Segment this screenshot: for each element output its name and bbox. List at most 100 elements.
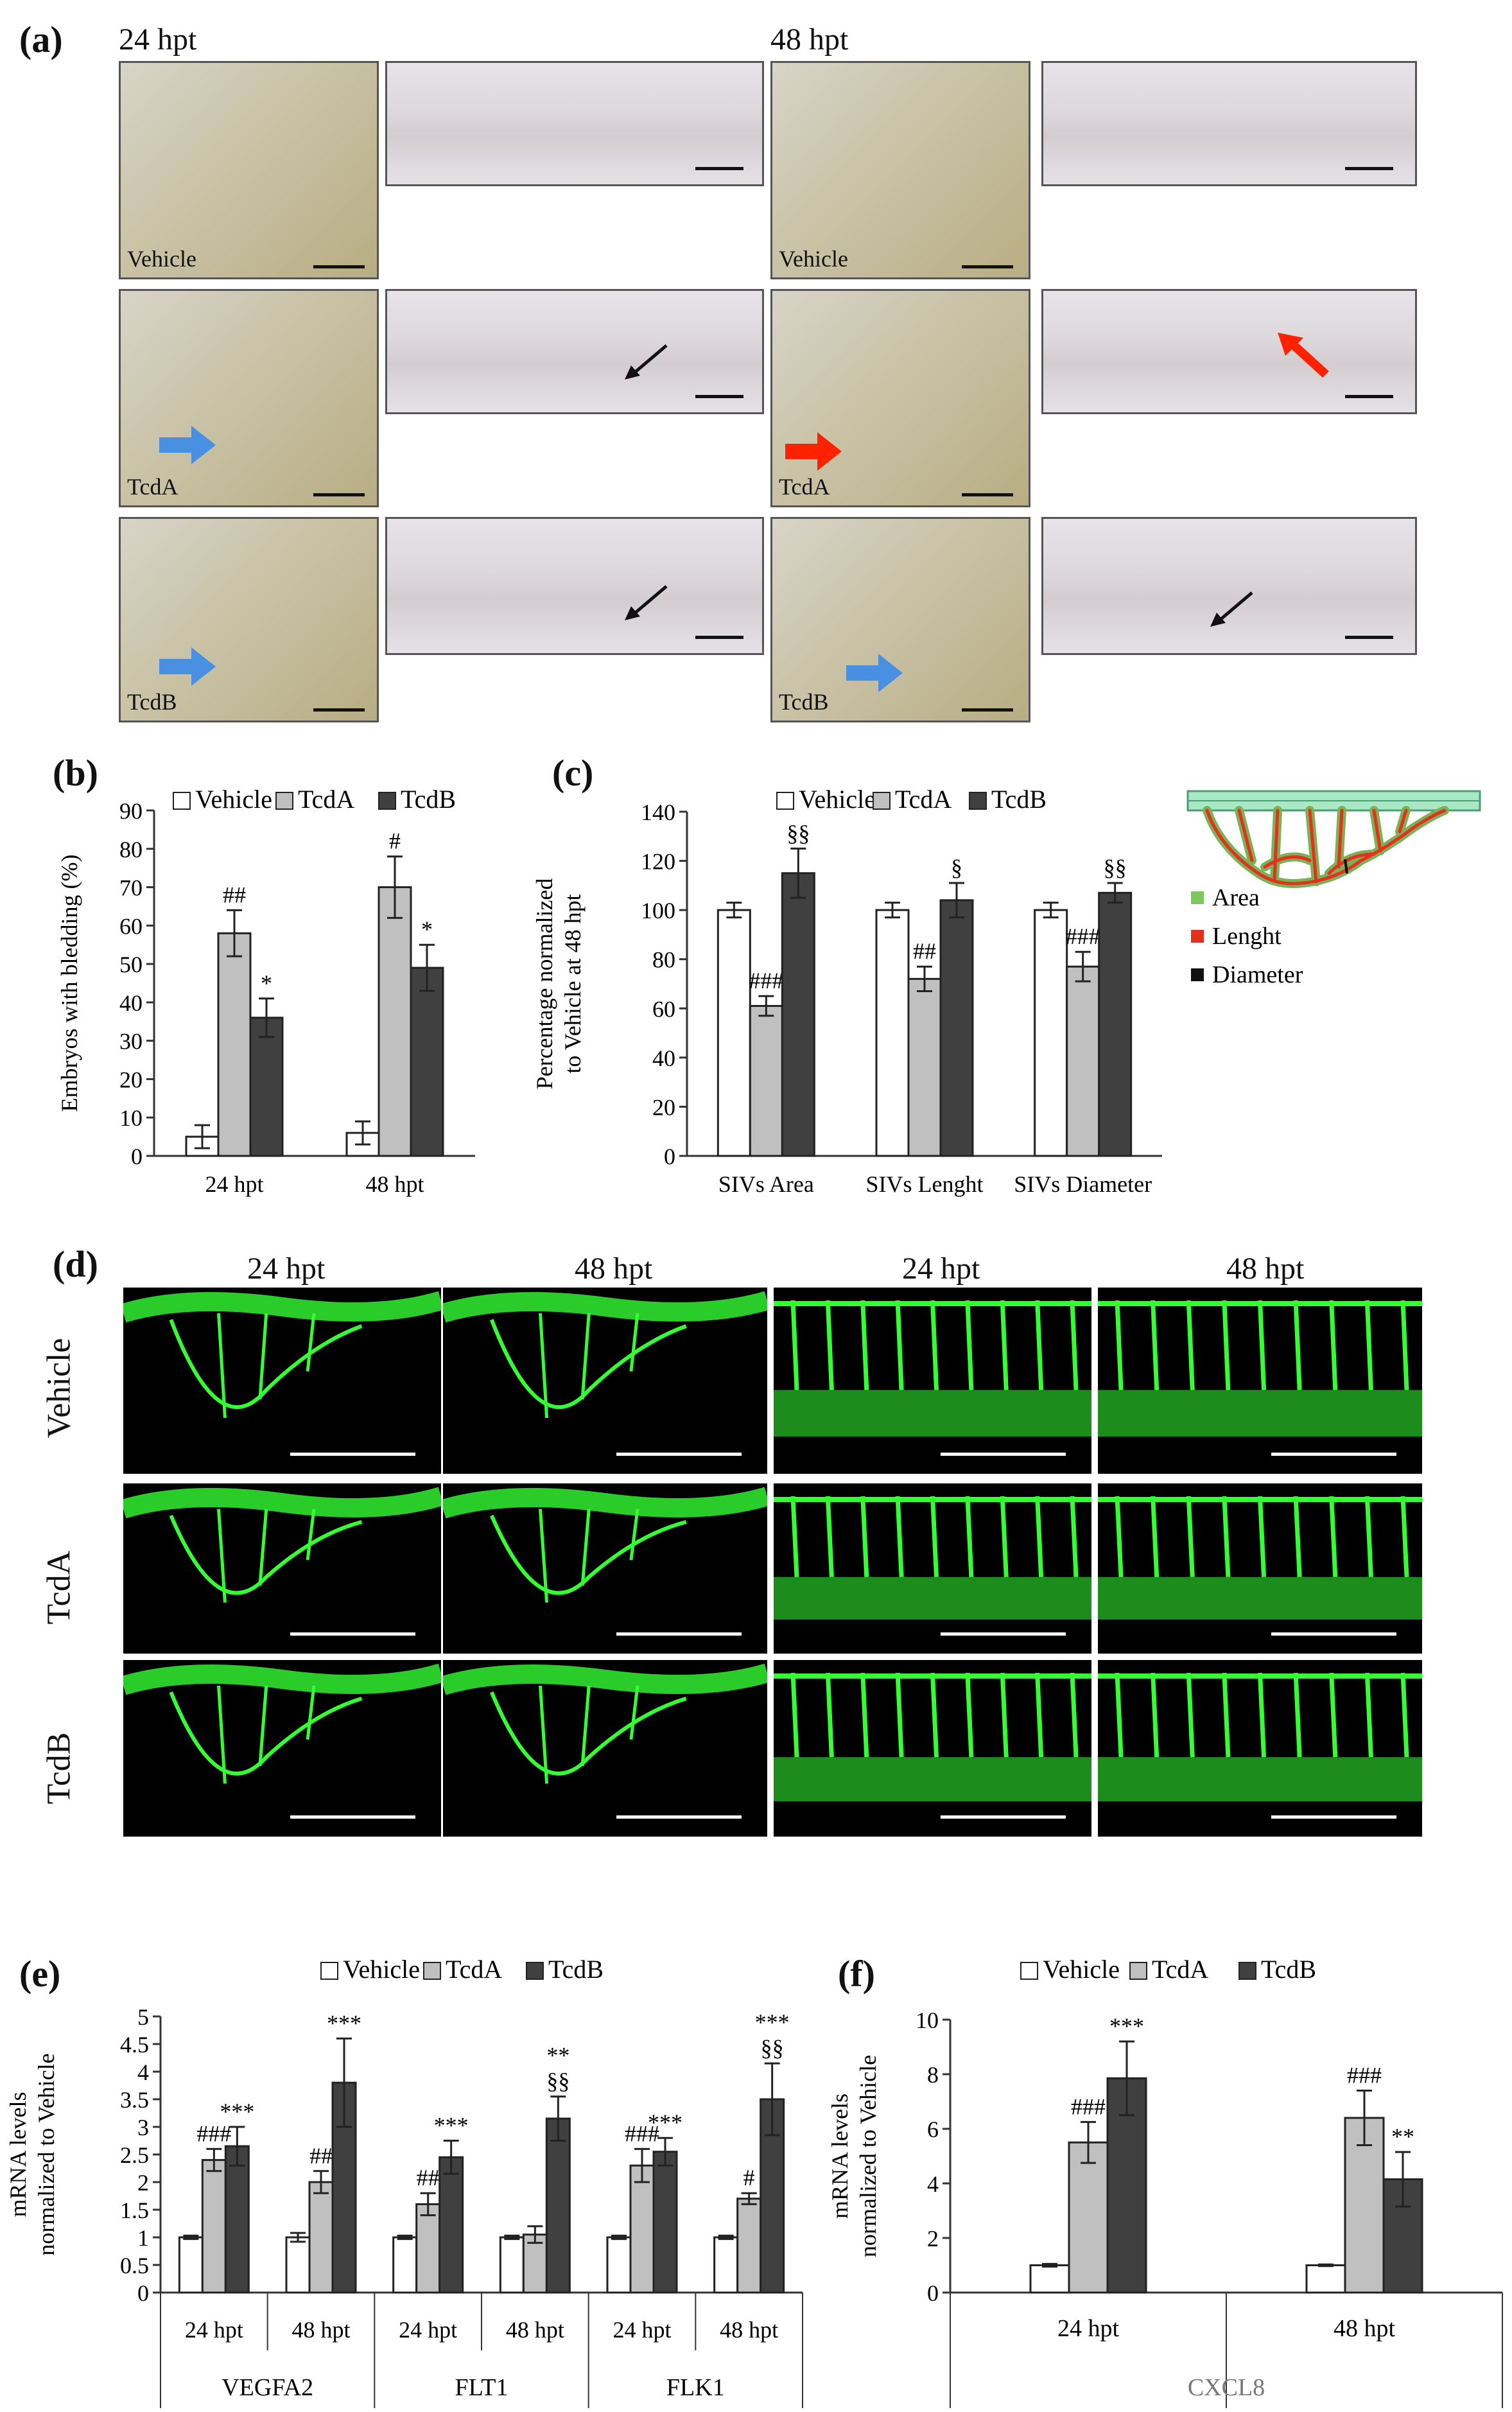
- fluorescent-image: [443, 1660, 767, 1837]
- vessel: [965, 1672, 974, 1758]
- legend-label: TcdA: [895, 785, 952, 814]
- vessel: [217, 1508, 316, 1603]
- vessel: [1035, 1496, 1044, 1577]
- black-arrow-icon: [625, 585, 668, 620]
- y-tick-label: 60: [119, 913, 143, 939]
- embryo-photo-tcda-24hpt: TcdA: [119, 289, 379, 507]
- scale-bar: [290, 1453, 415, 1456]
- inset-legend-label: Area: [1212, 884, 1260, 911]
- vessel: [1293, 1672, 1302, 1758]
- vessel: [1364, 1672, 1373, 1758]
- legend-swatch: [1129, 1962, 1147, 1980]
- category-label: 24 hpt: [205, 1171, 263, 1197]
- vessel-drawing: [443, 1291, 767, 1419]
- y-tick-label: 0: [927, 2280, 939, 2306]
- siv-inset-diagram: Area Lenght Diameter: [1186, 790, 1481, 988]
- fluorescent-image: [1098, 1288, 1422, 1474]
- vessel: [443, 1663, 767, 1695]
- vessel: [169, 1691, 363, 1776]
- vessel: [217, 1685, 316, 1784]
- legend-label: TcdB: [1261, 1955, 1316, 1984]
- legend-swatch: [873, 792, 891, 810]
- legend-swatch: [1020, 1962, 1038, 1980]
- category-label: SIVs Diameter: [1014, 1171, 1152, 1197]
- vessel: [1151, 1672, 1160, 1758]
- y-tick-label: 8: [927, 2062, 939, 2088]
- scale-bar: [941, 1632, 1066, 1636]
- vessel: [1400, 1672, 1409, 1758]
- blue-arrow-icon: [159, 426, 216, 464]
- bar: [224, 2145, 250, 2294]
- significance-label: ###: [625, 2120, 659, 2146]
- vessel: [489, 1514, 687, 1595]
- category-label: 24 hpt: [613, 2317, 671, 2343]
- y-tick-label: 3.5: [120, 2087, 149, 2113]
- y-axis-label: Percentage normalized: [532, 878, 557, 1090]
- significance-label: ***: [1109, 2013, 1144, 2039]
- significance-label: ###: [1347, 2063, 1382, 2088]
- y-tick-label: 1.5: [120, 2198, 149, 2223]
- significance-label: §§: [786, 820, 810, 846]
- panel-a-header-48hpt: 48 hpt: [770, 22, 849, 57]
- photo-label: TcdB: [779, 689, 829, 715]
- vessel: [895, 1300, 904, 1390]
- panel-e-letter: (e): [19, 1953, 61, 1995]
- significance-label: #: [389, 828, 401, 854]
- embryo-photo-tcdb-24hpt: TcdB: [119, 517, 379, 722]
- fluorescent-image: [443, 1483, 767, 1654]
- vessel: [930, 1496, 939, 1577]
- photo-label: TcdA: [127, 474, 178, 500]
- panel-f-letter: (f): [838, 1953, 875, 1995]
- bar: [781, 872, 815, 1157]
- scale-bar: [616, 1632, 742, 1636]
- inset-legend-label: Lenght: [1212, 923, 1282, 950]
- significance-label: §§: [546, 2068, 569, 2094]
- category-label: 24 hpt: [185, 2317, 243, 2343]
- bar: [1029, 2264, 1070, 2294]
- legend-label: TcdA: [1152, 1955, 1208, 1984]
- chart-c: 0 20 40 60 80 100 120 140 Percentage normalized t…: [532, 785, 1162, 1197]
- legend-swatch: [378, 792, 396, 810]
- y-tick-label: 10: [916, 2007, 939, 2033]
- vessel: [1098, 1390, 1422, 1437]
- blue-arrow-icon: [846, 654, 903, 692]
- scale-bar: [313, 265, 365, 268]
- y-tick-label: 10: [119, 1105, 143, 1131]
- vessel: [965, 1496, 974, 1577]
- vessel: [1258, 1496, 1266, 1577]
- bar: [939, 899, 974, 1157]
- category-label: 48 hpt: [365, 1171, 424, 1197]
- vessel: [1186, 1300, 1195, 1390]
- scale-bar: [962, 493, 1013, 496]
- panel-a-header-24hpt: 24 hpt: [119, 22, 197, 57]
- vessel-drawing: [123, 1291, 441, 1419]
- vessel: [1258, 1300, 1266, 1390]
- scale-bar: [616, 1453, 742, 1456]
- blue-arrow-icon: [159, 647, 216, 686]
- panel-d-row-label-vehicle: Vehicle: [40, 1338, 78, 1438]
- vessel: [1000, 1496, 1009, 1577]
- significance-label: ###: [1066, 923, 1100, 949]
- bar: [1034, 909, 1068, 1157]
- bar: [652, 2151, 678, 2294]
- vessel-drawing: [1098, 1300, 1422, 1437]
- vessel: [1070, 1672, 1079, 1758]
- scale-bar: [616, 1815, 742, 1819]
- y-tick-label: 0: [664, 1144, 675, 1169]
- chart-b: 0 10 20 30 40 50 60 70 80 90 Embryos with bledding…: [56, 785, 475, 1197]
- significance-label: ###: [196, 2120, 231, 2146]
- vessel: [1098, 1757, 1422, 1801]
- legend-label: TcdB: [548, 1955, 604, 1984]
- embryo-photo-tcdb-48hpt: TcdB: [770, 517, 1030, 722]
- tail-photo-tcda-24hpt: [385, 289, 764, 414]
- legend-swatch: [969, 792, 987, 810]
- vessel: [1400, 1496, 1409, 1577]
- vessel: [774, 1757, 1091, 1801]
- significance-label: **: [546, 2043, 569, 2068]
- y-tick-label: 2.5: [120, 2142, 149, 2168]
- bar: [749, 1004, 783, 1157]
- vessel: [825, 1300, 834, 1390]
- legend-label: TcdA: [446, 1955, 502, 1984]
- vessel: [123, 1663, 441, 1695]
- y-tick-label: 120: [641, 849, 675, 875]
